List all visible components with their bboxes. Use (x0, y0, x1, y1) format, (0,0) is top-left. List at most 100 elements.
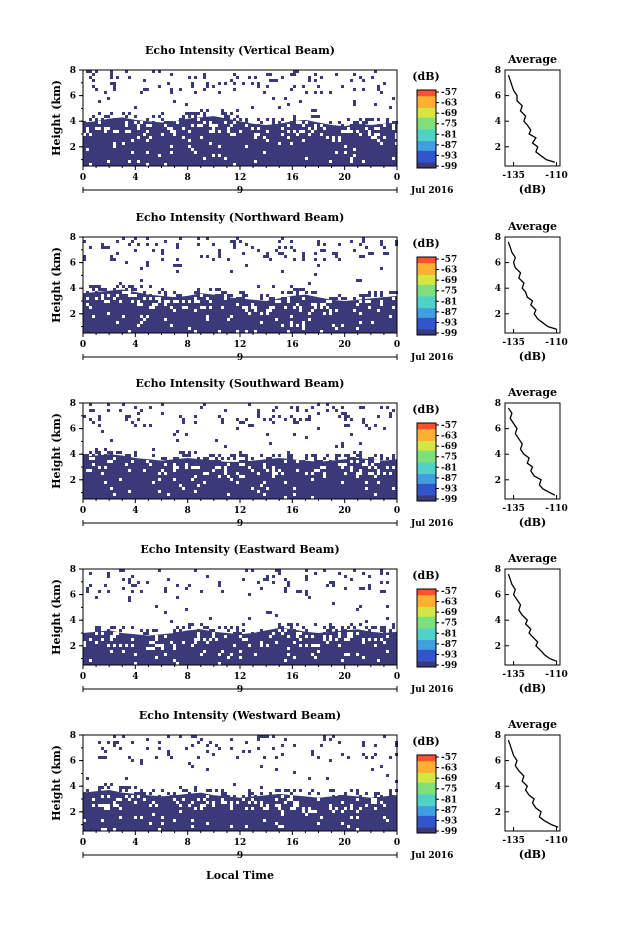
x-tick-label: 8 (185, 173, 191, 183)
echo-cell (182, 789, 185, 792)
day-label: 9 (237, 685, 243, 695)
gap-cell (296, 469, 299, 472)
echo-cell (161, 288, 164, 291)
colorbar-step (417, 788, 436, 791)
echo-cell (275, 789, 278, 792)
echo-cell (146, 632, 149, 635)
colorbar-tick-label: -81 (441, 297, 457, 307)
echo-cell (368, 575, 371, 578)
gap-cell (374, 644, 377, 647)
echo-cell (368, 457, 371, 460)
echo-cell (209, 460, 212, 463)
gap-cell (242, 463, 245, 466)
gap-cell (98, 127, 101, 130)
echo-cell (245, 460, 248, 463)
x-tick-label: 20 (338, 672, 351, 682)
chart-title: Echo Intensity (Northward Beam) (136, 211, 345, 224)
echo-cell (176, 264, 179, 267)
y-tick-label: 2 (70, 808, 76, 818)
echo-cell (302, 460, 305, 463)
echo-cell (344, 575, 347, 578)
echo-cell (98, 454, 101, 457)
echo-cell (113, 118, 116, 121)
gap-cell (311, 472, 314, 475)
gap-cell (245, 145, 248, 148)
average-y-tick-label: 2 (495, 808, 501, 818)
echo-cell (278, 569, 281, 572)
gap-cell (224, 121, 227, 124)
echo-cell (386, 457, 389, 460)
echo-cell (326, 403, 329, 406)
gap-cell (299, 130, 302, 133)
gap-cell (347, 638, 350, 641)
echo-cell (98, 451, 101, 454)
gap-cell (356, 798, 359, 801)
echo-cell (227, 457, 230, 460)
y-axis-label: Height (km) (50, 579, 63, 655)
echo-cell (353, 249, 356, 252)
echo-cell (200, 406, 203, 409)
gap-cell (278, 807, 281, 810)
heatmap (82, 69, 398, 167)
echo-cell (284, 97, 287, 100)
echo-cell (173, 632, 176, 635)
gap-cell (101, 804, 104, 807)
gap-cell (263, 807, 266, 810)
colorbar-step (417, 424, 436, 428)
gap-cell (101, 632, 104, 635)
x-tick-label: 16 (286, 173, 299, 183)
echo-cell (371, 768, 374, 771)
echo-cell (269, 792, 272, 795)
echo-cell (311, 109, 314, 112)
colorbar-step (417, 766, 436, 770)
echo-cell (200, 255, 203, 258)
colorbar-tick-label: -57 (441, 587, 457, 597)
echo-cell (176, 596, 179, 599)
gap-cell (173, 309, 176, 312)
echo-cell (290, 291, 293, 294)
colorbar-step (417, 815, 436, 818)
average-x-label: (dB) (519, 350, 546, 363)
echo-cell (194, 451, 197, 454)
gap-cell (137, 127, 140, 130)
gap-cell (368, 306, 371, 309)
echo-cell (332, 789, 335, 792)
gap-cell (113, 828, 116, 831)
gap-cell (344, 130, 347, 133)
gap-cell (236, 472, 239, 475)
echo-cell (167, 460, 170, 463)
echo-cell (383, 629, 386, 632)
gap-cell (167, 300, 170, 303)
echo-cell (98, 789, 101, 792)
echo-cell (137, 418, 140, 421)
x-tick-label: 12 (234, 838, 247, 848)
echo-cell (89, 76, 92, 79)
echo-cell (122, 285, 125, 288)
echo-cell (188, 762, 191, 765)
echo-cell (275, 768, 278, 771)
colorbar-step (417, 270, 436, 273)
echo-cell (194, 786, 197, 789)
echo-cell (236, 756, 239, 759)
colorbar-frame (416, 256, 437, 336)
echo-cell (242, 795, 245, 798)
gap-cell (371, 801, 374, 804)
echo-cell (365, 792, 368, 795)
gap-cell (278, 804, 281, 807)
gap-cell (134, 653, 137, 656)
echo-cell (392, 121, 395, 124)
average-y-tick-label: 8 (495, 565, 501, 575)
gap-cell (221, 306, 224, 309)
echo-cell (194, 91, 197, 94)
gap-cell (281, 324, 284, 327)
colorbar-tick-label: -99 (441, 827, 457, 837)
gap-cell (257, 133, 260, 136)
gap-cell (233, 133, 236, 136)
echo-cell (149, 285, 152, 288)
echo-cell (182, 451, 185, 454)
gap-cell (356, 303, 359, 306)
echo-cell (341, 795, 344, 798)
day-label: 9 (237, 186, 243, 196)
echo-cell (212, 454, 215, 457)
gap-cell (122, 315, 125, 318)
